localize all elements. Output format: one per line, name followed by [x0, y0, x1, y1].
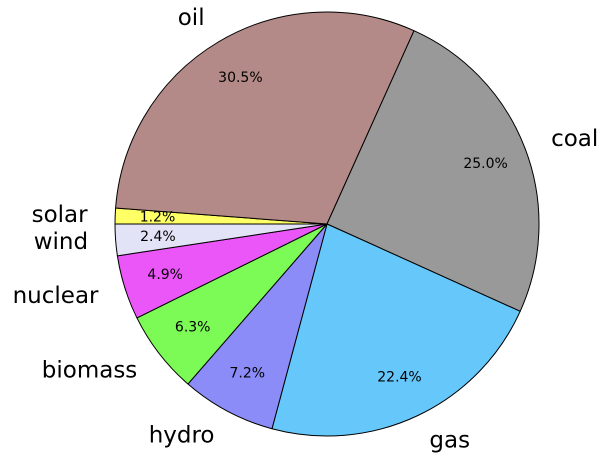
category-label-biomass: biomass [42, 357, 138, 383]
category-label-wind: wind [34, 229, 88, 255]
pct-label-gas: 22.4% [377, 369, 421, 385]
pct-label-biomass: 6.3% [175, 320, 211, 336]
category-label-gas: gas [429, 428, 470, 454]
category-labels: solar oil coal gas hydro biomass nuclear wind [13, 5, 599, 454]
category-label-solar: solar [32, 202, 89, 228]
category-label-nuclear: nuclear [13, 283, 99, 309]
pct-label-oil: 30.5% [218, 70, 262, 86]
pct-label-solar: 1.2% [140, 210, 176, 226]
slice-gas [271, 223, 521, 437]
slice-coal [326, 30, 540, 312]
pct-label-nuclear: 4.9% [147, 267, 183, 283]
pct-label-wind: 2.4% [140, 229, 176, 245]
slice-wind [114, 223, 328, 257]
pie-slices [114, 11, 540, 437]
category-label-coal: coal [551, 126, 598, 152]
pct-label-coal: 25.0% [463, 156, 507, 172]
category-label-hydro: hydro [149, 423, 215, 449]
category-label-oil: oil [178, 5, 205, 31]
pct-label-hydro: 7.2% [230, 366, 266, 382]
slice-oil [115, 11, 415, 225]
percentage-labels: 1.2% 30.5% 25.0% 22.4% 7.2% 6.3% 4.9% 2.4% [140, 70, 508, 385]
